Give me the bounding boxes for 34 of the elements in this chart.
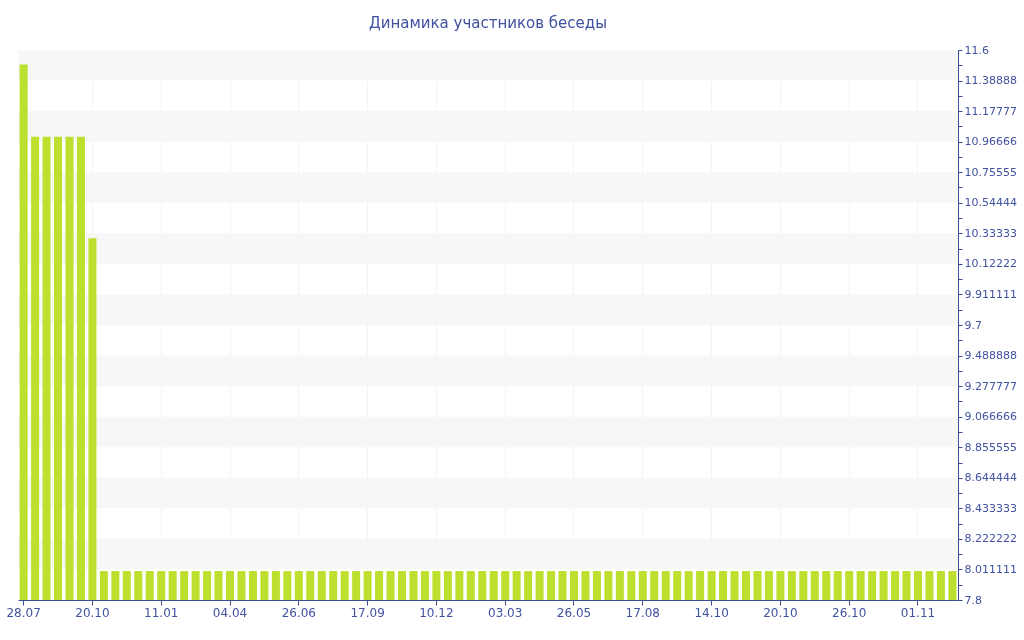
y-tick-label: 10.33333 [964, 226, 1017, 240]
x-tick-label: 26.10 [832, 605, 867, 620]
y-tick-label: 8.855555 [964, 440, 1017, 454]
x-tick-label: 04.04 [212, 605, 248, 620]
x-tick-label: 17.08 [625, 605, 660, 620]
y-tick-label: 8.011111 [964, 562, 1017, 576]
x-tick-label: 20.10 [763, 605, 798, 620]
x-tick-label: 14.10 [694, 605, 729, 620]
y-tick-label: 11.38888 [964, 74, 1017, 88]
y-tick-label: 8.644444 [964, 471, 1017, 485]
y-tick-label: 9.277777 [964, 379, 1017, 393]
x-tick-label: 28.07 [6, 605, 41, 620]
x-tick-label: 26.05 [556, 605, 592, 620]
y-tick-label: 9.7 [964, 318, 982, 332]
x-tick-label: 10.12 [419, 605, 454, 620]
y-tick-label: 9.911111 [964, 287, 1017, 301]
y-tick-label: 10.12222 [964, 257, 1017, 271]
y-tick-label: 8.433333 [964, 501, 1017, 515]
x-tick-label: 17.09 [350, 605, 385, 620]
x-tick-label: 03.03 [488, 605, 523, 620]
x-tick-label: 01.11 [900, 605, 936, 620]
y-tick-label: 7.8 [964, 593, 982, 607]
x-tick-label: 26.06 [281, 605, 316, 620]
x-tick-label: 20.10 [75, 605, 110, 620]
y-tick-label: 11.6 [964, 43, 989, 57]
y-tick-label: 10.96666 [964, 135, 1017, 149]
x-tick-label: 11.01 [144, 605, 179, 620]
y-tick-label: 11.17777 [964, 104, 1017, 118]
y-tick-label: 8.222222 [964, 532, 1017, 546]
y-tick-label: 10.75555 [964, 165, 1017, 179]
y-tick-label: 9.066666 [964, 410, 1017, 424]
chart-title: Динамика участников беседы [368, 14, 608, 32]
y-tick-label: 10.54444 [964, 196, 1017, 210]
y-tick-label: 9.488888 [964, 349, 1017, 363]
